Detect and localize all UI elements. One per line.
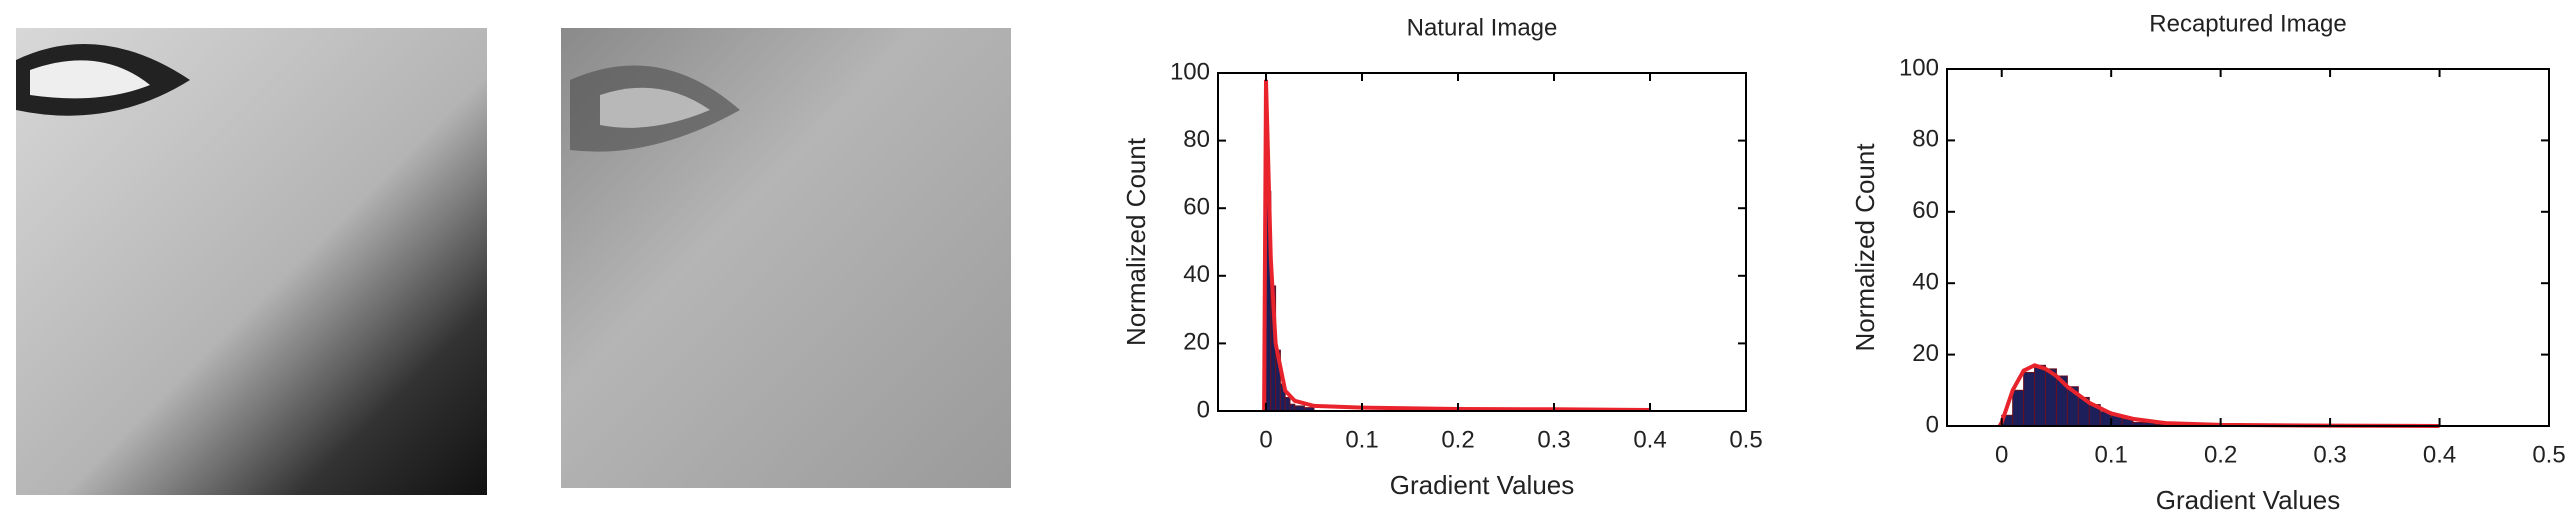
x-tick-label: 0.1	[1345, 426, 1378, 453]
chart-title: Natural Image	[1407, 14, 1558, 41]
x-tick-label: 0	[1259, 426, 1272, 453]
x-tick-label: 0.4	[1633, 426, 1666, 453]
histogram-bar	[1284, 396, 1291, 412]
y-axis-label: Normalized Count	[1121, 137, 1151, 346]
y-tick-label: 20	[1912, 340, 1939, 367]
x-tick-label: 0.5	[1729, 426, 1762, 453]
chart-title: Recaptured Image	[2149, 10, 2346, 37]
y-tick-label: 0	[1197, 396, 1210, 423]
y-tick-label: 40	[1912, 269, 1939, 296]
x-axis-label: Gradient Values	[1390, 470, 1575, 500]
histogram-bar	[2012, 389, 2025, 427]
x-tick-label: 0.4	[2423, 441, 2456, 468]
y-tick-label: 80	[1912, 126, 1939, 153]
x-tick-label: 0.3	[2313, 441, 2346, 468]
x-tick-label: 0.2	[1441, 426, 1474, 453]
histogram-bar	[2023, 371, 2036, 427]
y-tick-label: 100	[1899, 54, 1939, 81]
histogram-bar	[2045, 368, 2057, 427]
y-tick-label: 20	[1183, 329, 1210, 356]
x-tick-label: 0.5	[2532, 441, 2565, 468]
y-tick-label: 100	[1170, 58, 1210, 85]
x-axis-label: Gradient Values	[2156, 485, 2341, 515]
natural-photo	[16, 28, 487, 495]
x-tick-label: 0.1	[2094, 441, 2127, 468]
y-tick-label: 60	[1183, 194, 1210, 221]
plot-frame	[1217, 72, 1747, 412]
x-tick-label: 0.3	[1537, 426, 1570, 453]
x-tick-label: 0	[1995, 441, 2008, 468]
plot-frame	[1946, 68, 2550, 427]
fit-curve	[1997, 363, 2440, 428]
y-tick-label: 80	[1183, 126, 1210, 153]
recaptured-photo	[561, 28, 1011, 488]
histogram-bar	[1289, 403, 1296, 412]
y-axis-label: Normalized Count	[1850, 143, 1880, 352]
y-tick-label: 40	[1183, 261, 1210, 288]
histogram-bar	[2034, 364, 2047, 427]
fit-curve	[1262, 79, 1651, 412]
x-tick-label: 0.2	[2204, 441, 2237, 468]
y-tick-label: 0	[1926, 411, 1939, 438]
y-tick-label: 60	[1912, 197, 1939, 224]
